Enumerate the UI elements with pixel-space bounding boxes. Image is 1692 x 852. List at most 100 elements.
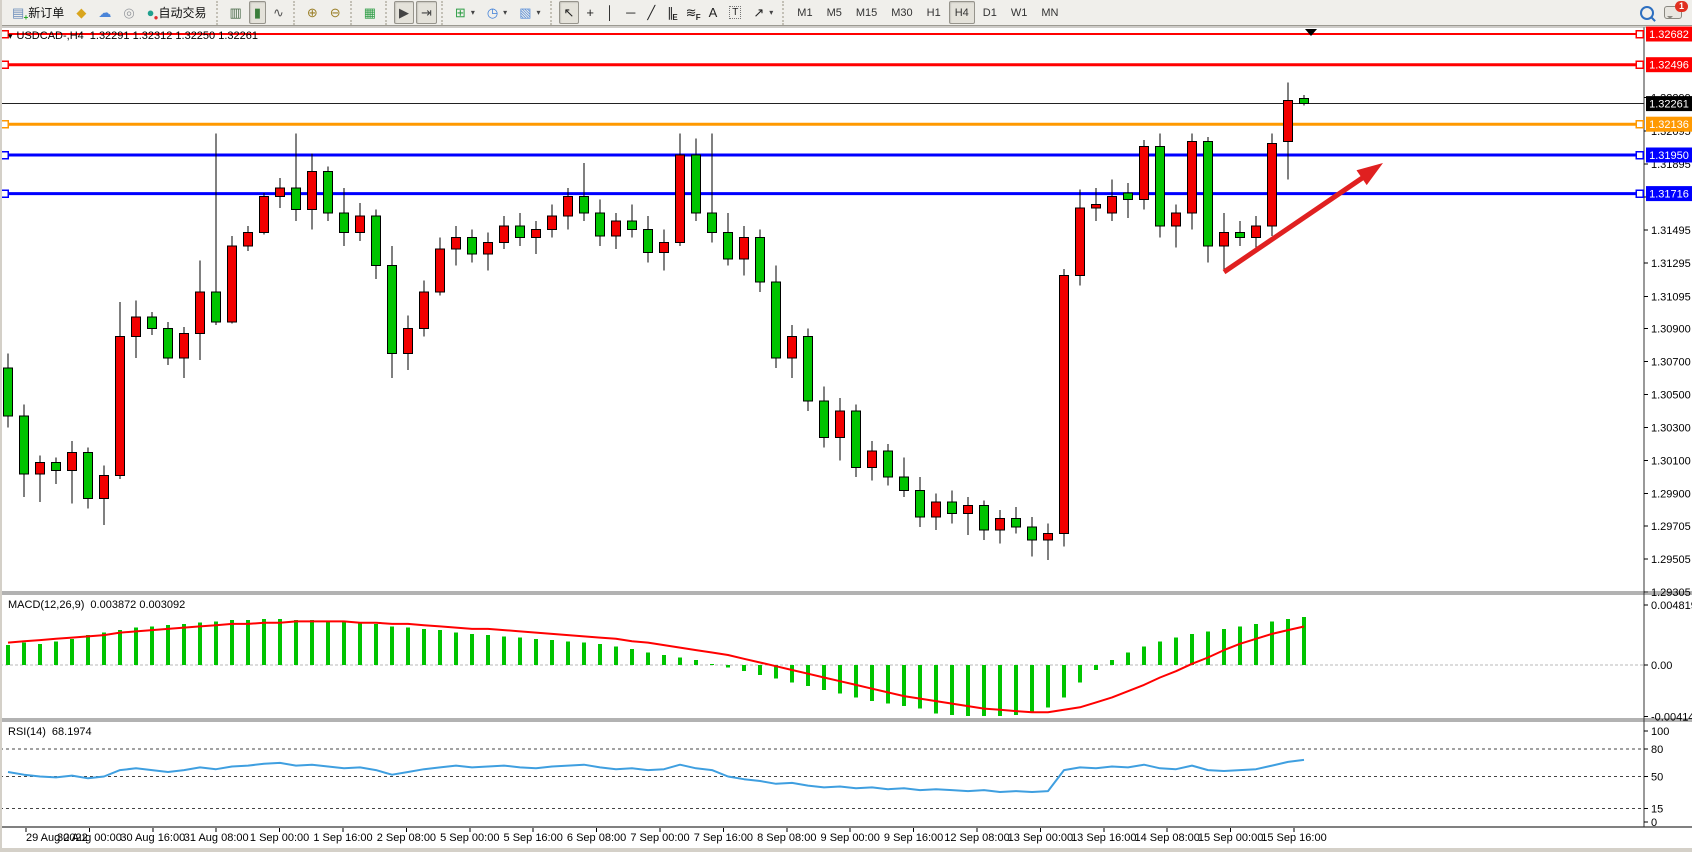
rsi-indicator-label: RSI(14) 68.1974 xyxy=(8,726,92,738)
timeframe-d1-button[interactable]: D1 xyxy=(982,6,997,19)
svg-text:1.29900: 1.29900 xyxy=(1651,489,1691,501)
text-label-button[interactable]: T xyxy=(724,1,746,24)
search-icon[interactable] xyxy=(1640,5,1654,20)
chart-canvas[interactable]: 1.322991.320951.318951.316951.314951.312… xyxy=(0,26,1692,848)
svg-text:15 Sep 16:00: 15 Sep 16:00 xyxy=(1261,832,1326,844)
alerts-icon-icon: ◆ xyxy=(76,5,87,20)
svg-text:30 Aug 16:00: 30 Aug 16:00 xyxy=(120,832,185,844)
periods-icon: ◷ xyxy=(486,5,499,20)
community-icon-button[interactable]: ☁ xyxy=(93,1,116,24)
svg-text:0: 0 xyxy=(1651,817,1657,829)
svg-text:1.32261: 1.32261 xyxy=(1649,99,1689,111)
fibonacci-button[interactable]: ≋ F xyxy=(681,1,702,24)
cursor-button[interactable]: ↖ xyxy=(558,1,580,24)
svg-text:15: 15 xyxy=(1651,803,1663,815)
timeframe-m15-button[interactable]: M15 xyxy=(855,6,878,19)
toolbar-group: ▤ + 新订单 ◆ ☁ ◎ ● ● 自动交易 xyxy=(0,1,216,25)
svg-text:100: 100 xyxy=(1651,726,1669,738)
svg-text:1 Sep 00:00: 1 Sep 00:00 xyxy=(250,832,309,844)
svg-text:1.31095: 1.31095 xyxy=(1651,291,1691,303)
svg-text:13 Sep 16:00: 13 Sep 16:00 xyxy=(1071,832,1136,844)
candlestick-chart-button[interactable]: ▮ xyxy=(248,1,266,24)
chart-shift-icon: ⇥ xyxy=(421,5,432,20)
indicators-button[interactable]: ⊞ ▾ xyxy=(450,1,480,24)
zoom-in-button[interactable]: ⊕ xyxy=(302,1,323,24)
svg-text:29 Aug 2022: 29 Aug 2022 xyxy=(26,832,88,844)
svg-text:15 Sep 00:00: 15 Sep 00:00 xyxy=(1198,832,1263,844)
indicators-icon: ⊞ xyxy=(454,5,466,20)
equidistant-channel-button[interactable]: ∥ E xyxy=(662,1,679,24)
chart-symbol-label: ▾ USDCAD-,H4 1.32291 1.32312 1.32250 1.322… xyxy=(8,30,258,42)
trendline-icon: ╱ xyxy=(647,5,656,20)
svg-text:1.30100: 1.30100 xyxy=(1651,456,1691,468)
svg-text:12 Sep 08:00: 12 Sep 08:00 xyxy=(944,832,1009,844)
signals-icon-button[interactable]: ◎ xyxy=(118,1,139,24)
svg-text:14 Sep 08:00: 14 Sep 08:00 xyxy=(1134,832,1199,844)
svg-text:1.30900: 1.30900 xyxy=(1651,324,1691,336)
symbol-period: USDCAD-,H4 xyxy=(16,30,84,42)
line-chart-button[interactable]: ∿ xyxy=(268,1,289,24)
overlay-mark: F xyxy=(695,13,701,22)
svg-text:9 Sep 00:00: 9 Sep 00:00 xyxy=(821,832,880,844)
timeframe-w1-button[interactable]: W1 xyxy=(1010,6,1028,19)
timeframe-h1-button[interactable]: H1 xyxy=(926,6,941,19)
svg-text:9 Sep 16:00: 9 Sep 16:00 xyxy=(884,832,943,844)
toolbar-group: ⊕ ⊖ xyxy=(292,0,350,25)
vertical-line-button[interactable]: │ xyxy=(601,1,619,24)
svg-text:1.32136: 1.32136 xyxy=(1649,119,1689,131)
svg-text:1.30300: 1.30300 xyxy=(1651,423,1691,435)
chevron-down-icon[interactable]: ▾ xyxy=(503,8,508,17)
svg-text:1.32682: 1.32682 xyxy=(1649,29,1689,41)
svg-text:30 Aug 00:00: 30 Aug 00:00 xyxy=(57,832,122,844)
crosshair-button[interactable]: + xyxy=(581,1,599,24)
toolbar: ▤ + 新订单 ◆ ☁ ◎ ● ● 自动交易 ▥ ▮ ∿ ⊕ ⊖ ▦ ▶ ⇥ ⊞ ▾ ◷ ▾ ▧ ▾ ↖ + │ ─ ╱ ∥ E ≋ F A T ↗… xyxy=(0,0,1692,26)
chevron-down-icon[interactable]: ▾ xyxy=(769,8,774,17)
chevron-down-icon[interactable]: ▾ xyxy=(470,8,475,17)
timeframe-mn-button[interactable]: MN xyxy=(1041,6,1059,19)
chart-menu-icon[interactable]: ▾ xyxy=(8,31,13,41)
trendline-button[interactable]: ╱ xyxy=(642,1,660,24)
auto-scroll-button[interactable]: ▶ xyxy=(394,1,414,24)
svg-text:8 Sep 08:00: 8 Sep 08:00 xyxy=(757,832,816,844)
arrows-tool-icon: ↗ xyxy=(753,5,765,20)
horizontal-line-button[interactable]: ─ xyxy=(621,1,640,24)
chart-area[interactable]: ▾ USDCAD-,H4 1.32291 1.32312 1.32250 1.322… xyxy=(0,26,1692,848)
timeframe-m1-button[interactable]: M1 xyxy=(797,6,813,19)
chat-icon[interactable]: 1 xyxy=(1664,1,1688,19)
svg-text:1.32496: 1.32496 xyxy=(1649,60,1689,72)
svg-text:13 Sep 00:00: 13 Sep 00:00 xyxy=(1008,832,1073,844)
alerts-icon-button[interactable]: ◆ xyxy=(71,1,91,24)
svg-text:1.31295: 1.31295 xyxy=(1651,258,1691,270)
text-button[interactable]: A xyxy=(704,1,723,24)
tile-windows-icon: ▦ xyxy=(363,5,376,20)
line-chart-icon: ∿ xyxy=(272,5,284,20)
toolbar-group: ▦ xyxy=(349,0,385,25)
arrows-tool-button[interactable]: ↗ ▾ xyxy=(748,1,778,24)
periods-button[interactable]: ◷ ▾ xyxy=(482,1,512,24)
zoom-in-icon: ⊕ xyxy=(306,5,318,20)
new-order-button[interactable]: ▤ + 新订单 xyxy=(7,1,69,24)
zoom-out-button[interactable]: ⊖ xyxy=(325,1,346,24)
chevron-down-icon[interactable]: ▾ xyxy=(536,8,541,17)
timeframe-m5-button[interactable]: M5 xyxy=(826,6,842,19)
vertical-line-icon: │ xyxy=(606,5,615,20)
chart-shift-button[interactable]: ⇥ xyxy=(416,1,437,24)
svg-text:1.30500: 1.30500 xyxy=(1651,390,1691,402)
svg-text:1.30700: 1.30700 xyxy=(1651,357,1691,369)
svg-text:2 Sep 08:00: 2 Sep 08:00 xyxy=(377,832,436,844)
svg-text:1.31716: 1.31716 xyxy=(1649,189,1689,201)
tile-windows-button[interactable]: ▦ xyxy=(359,1,381,24)
templates-button[interactable]: ▧ ▾ xyxy=(514,1,545,24)
auto-trading-button[interactable]: ● ● 自动交易 xyxy=(142,1,212,24)
timeframe-m30-button[interactable]: M30 xyxy=(891,6,913,19)
equidistant-channel-icon: ∥ E xyxy=(667,5,678,22)
bar-chart-button[interactable]: ▥ xyxy=(225,1,247,24)
auto-trading-button-label: 自动交易 xyxy=(158,6,207,20)
horizontal-line-icon: ─ xyxy=(626,5,636,20)
timeframe-h4-button[interactable]: H4 xyxy=(948,1,975,24)
svg-text:7 Sep 16:00: 7 Sep 16:00 xyxy=(694,832,753,844)
toolbar-right: 1 xyxy=(1640,1,1692,20)
svg-text:7 Sep 00:00: 7 Sep 00:00 xyxy=(630,832,689,844)
toolbar-group: ▥ ▮ ∿ xyxy=(215,0,293,25)
